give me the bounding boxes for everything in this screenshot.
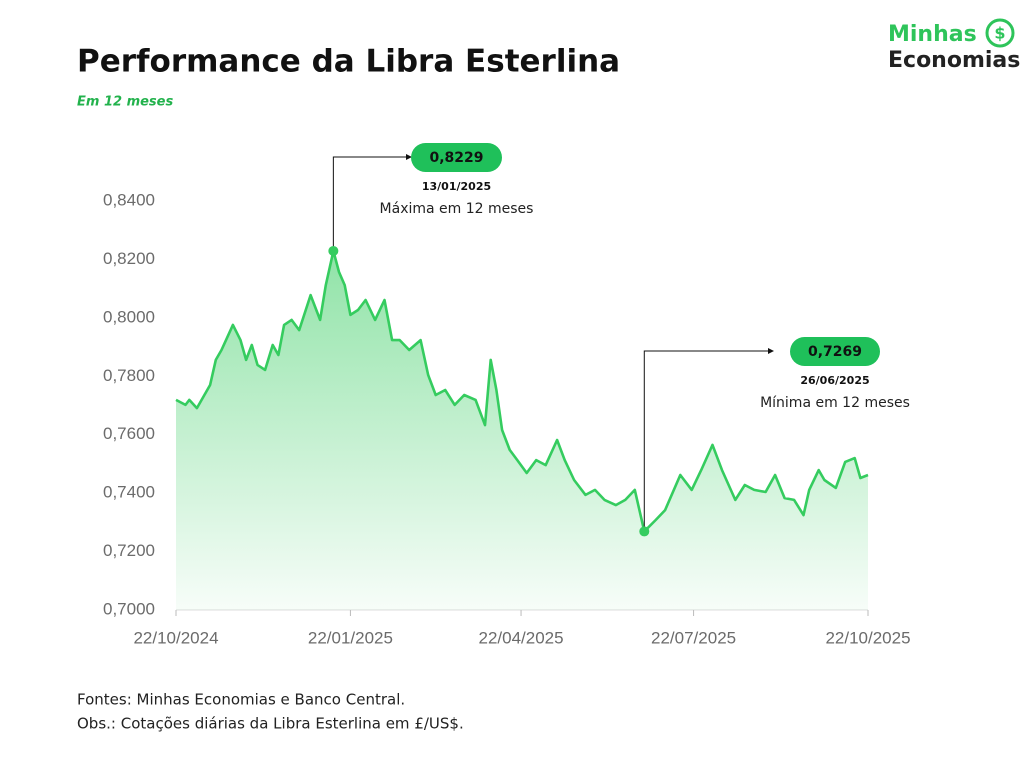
chart-subtitle: Em 12 meses: [77, 95, 173, 110]
annotation-arrow: [768, 348, 774, 354]
y-tick-label: 0,7200: [103, 541, 155, 560]
x-tick-label: 22/10/2024: [133, 628, 218, 647]
x-tick-label: 22/04/2025: [479, 628, 564, 647]
y-tick-label: 0,8000: [103, 307, 155, 326]
x-tick-label: 22/01/2025: [308, 628, 393, 647]
y-tick-label: 0,7400: [103, 483, 155, 502]
svg-text:$: $: [994, 24, 1005, 43]
y-tick-label: 0,7000: [103, 599, 155, 618]
area: [176, 251, 868, 610]
logo-line1: Minhas: [888, 22, 977, 47]
annotation-value: 0,7269: [808, 344, 862, 360]
annotation-pill: [411, 143, 502, 172]
logo-line2: Economias: [888, 48, 1020, 73]
footnote: Fontes: Minhas Economias e Banco Central…: [77, 691, 405, 709]
logo-icon: $: [985, 18, 1015, 48]
y-tick-label: 0,7600: [103, 424, 155, 443]
annotation-date: 13/01/2025: [422, 180, 491, 193]
annotation-value: 0,8229: [429, 150, 483, 166]
annotation-leader: [332, 156, 408, 251]
footnote: Obs.: Cotações diárias da Libra Esterlin…: [77, 715, 464, 733]
annotation-text: Máxima em 12 meses: [380, 201, 534, 217]
x-tick-label: 22/10/2025: [825, 628, 910, 647]
chart-title: Performance da Libra Esterlina: [77, 44, 620, 80]
annotation-pill: [790, 337, 880, 366]
annotation-point: [639, 526, 650, 537]
annotation-point: [328, 245, 339, 256]
annotation-leader: [643, 350, 770, 532]
x-tick-label: 22/07/2025: [651, 628, 736, 647]
annotation-arrow: [406, 154, 412, 160]
annotation-date: 26/06/2025: [800, 374, 869, 387]
annotation-text: Mínima em 12 meses: [760, 395, 910, 411]
y-tick-label: 0,7800: [103, 366, 155, 385]
line: [175, 249, 869, 533]
y-tick-label: 0,8400: [103, 190, 155, 209]
y-tick-label: 0,8200: [103, 249, 155, 268]
